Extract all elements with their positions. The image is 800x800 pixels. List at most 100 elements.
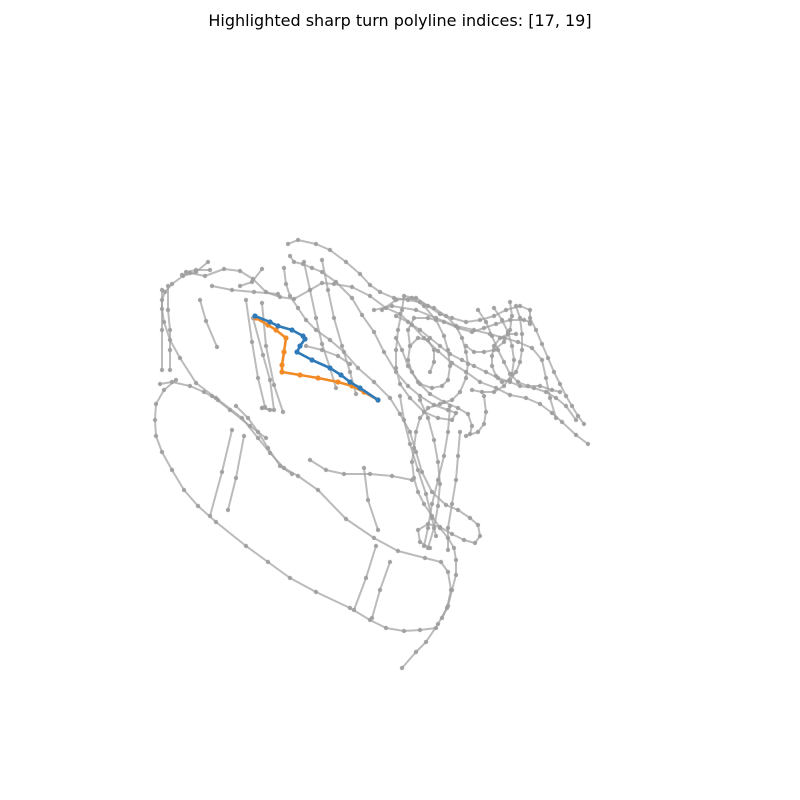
background-polyline-vertex xyxy=(319,341,325,347)
background-polyline-vertex xyxy=(513,331,519,337)
background-polyline-vertex xyxy=(491,305,497,311)
background-polyline-vertex xyxy=(459,335,465,341)
background-polyline-vertex xyxy=(483,319,489,325)
background-polyline-vertex xyxy=(181,487,187,493)
background-polyline-vertex xyxy=(447,351,453,357)
background-polyline-vertex xyxy=(260,352,266,358)
background-polyline-vertex xyxy=(377,289,383,295)
background-polyline-vertex xyxy=(423,639,429,645)
background-polyline-vertex xyxy=(509,371,515,377)
background-polyline-vertex xyxy=(343,516,349,522)
background-polyline-line xyxy=(309,459,413,481)
background-polyline-vertex xyxy=(401,417,407,423)
background-polyline-vertex xyxy=(415,379,421,385)
background-polyline-vertex xyxy=(202,273,208,279)
background-polyline-vertex xyxy=(472,540,478,546)
background-polyline xyxy=(303,343,353,367)
background-polyline-vertex xyxy=(433,533,439,539)
background-polyline-vertex xyxy=(377,587,383,593)
background-polyline-vertex xyxy=(491,389,497,395)
background-polyline-vertex xyxy=(243,297,249,303)
background-polyline-vertex xyxy=(449,315,455,321)
background-polyline-vertex xyxy=(422,555,428,561)
highlighted-polylines xyxy=(252,313,381,403)
background-polyline-vertex xyxy=(431,437,437,443)
background-polyline-vertex xyxy=(263,343,269,349)
background-polyline-vertex xyxy=(569,403,575,409)
background-polyline-vertex xyxy=(167,327,173,333)
background-polyline-vertex xyxy=(469,387,475,393)
background-polyline-vertex xyxy=(585,441,591,447)
highlighted-polyline-19-vertex xyxy=(273,327,279,333)
background-polyline-vertex xyxy=(437,343,443,349)
background-polyline-vertex xyxy=(327,337,333,343)
background-polyline xyxy=(445,429,463,553)
background-polyline-vertex xyxy=(221,266,227,272)
background-polyline-vertex xyxy=(259,300,265,306)
highlighted-polyline-19-vertex xyxy=(335,379,341,385)
background-polyline-vertex xyxy=(467,515,473,521)
background-polyline-vertex xyxy=(315,487,321,493)
background-polyline-vertex xyxy=(159,367,165,373)
background-polyline-vertex xyxy=(285,241,291,247)
highlighted-polyline-19-vertex xyxy=(279,369,285,375)
background-polyline-vertex xyxy=(152,417,158,423)
background-polyline-vertex xyxy=(527,315,533,321)
background-polyline-vertex xyxy=(429,385,435,391)
highlighted-polyline-17-vertex xyxy=(302,336,308,342)
background-polyline-vertex xyxy=(295,473,301,479)
background-polyline-vertex xyxy=(393,297,399,303)
background-polyline-vertex xyxy=(153,401,159,407)
background-polyline-vertex xyxy=(425,415,431,421)
background-polyline-vertex xyxy=(443,313,449,319)
highlighted-polyline-17-vertex xyxy=(327,365,333,371)
background-polyline-vertex xyxy=(449,397,455,403)
background-polyline-vertex xyxy=(543,389,549,395)
background-polyline-vertex xyxy=(553,395,559,401)
background-polyline-vertex xyxy=(195,503,201,509)
background-polyline-vertex xyxy=(501,383,507,389)
highlighted-polyline-17-vertex xyxy=(297,343,303,349)
highlighted-polyline-17-vertex xyxy=(375,397,381,403)
background-polyline-vertex xyxy=(247,423,253,429)
background-polyline-vertex xyxy=(433,625,439,631)
background-polyline-vertex xyxy=(421,303,427,309)
background-polyline-vertex xyxy=(197,297,203,303)
background-polyline-vertex xyxy=(503,307,509,313)
highlighted-polyline-19-vertex xyxy=(281,349,287,355)
background-polyline-vertex xyxy=(465,411,471,417)
background-polyline-vertex xyxy=(457,389,463,395)
background-polyline-vertex xyxy=(213,519,219,525)
background-polyline-vertex xyxy=(441,453,447,459)
background-polyline xyxy=(371,303,559,421)
background-polyline-vertex xyxy=(287,293,293,299)
highlighted-polyline-17 xyxy=(252,313,381,403)
background-polyline-vertex xyxy=(287,575,293,581)
background-polylines xyxy=(152,237,591,671)
background-polyline xyxy=(259,300,286,415)
background-polyline-vertex xyxy=(159,449,165,455)
background-polyline-vertex xyxy=(397,411,403,417)
background-polyline-vertex xyxy=(471,349,477,355)
background-polyline-line xyxy=(373,305,557,419)
background-polyline-line xyxy=(245,299,266,408)
background-polyline-vertex xyxy=(309,265,315,271)
background-polyline-vertex xyxy=(425,545,431,551)
background-polyline-vertex xyxy=(449,587,455,593)
background-polyline-vertex xyxy=(347,369,353,375)
background-polyline-vertex xyxy=(489,353,495,359)
background-polyline-vertex xyxy=(387,395,393,401)
background-polyline-vertex xyxy=(501,339,507,345)
background-polyline-vertex xyxy=(429,501,435,507)
background-polyline-vertex xyxy=(417,327,423,333)
background-polyline xyxy=(259,405,273,413)
background-polyline-vertex xyxy=(371,307,377,313)
background-polyline-vertex xyxy=(455,507,461,513)
background-polyline-vertex xyxy=(409,459,415,465)
background-polyline-vertex xyxy=(563,393,569,399)
background-polyline xyxy=(209,283,281,297)
background-polyline-vertex xyxy=(537,383,543,389)
background-polyline-vertex xyxy=(469,423,475,429)
background-polyline-vertex xyxy=(429,489,435,495)
background-polyline-vertex xyxy=(397,381,403,387)
